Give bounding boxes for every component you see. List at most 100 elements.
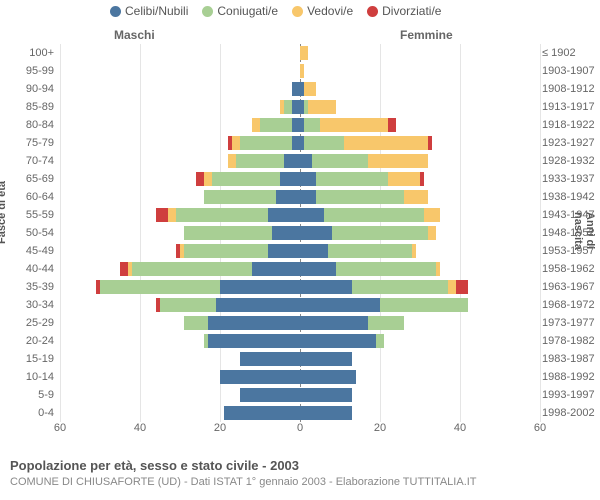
age-label-left: 35-39 xyxy=(12,278,54,296)
table-row xyxy=(60,224,540,242)
bar-seg-male xyxy=(228,154,236,168)
bar-seg-female xyxy=(332,226,428,240)
table-row xyxy=(60,404,540,422)
bar-seg-female xyxy=(352,280,448,294)
bar-seg-female xyxy=(324,208,424,222)
table-row xyxy=(60,260,540,278)
bar-seg-male xyxy=(216,298,300,312)
bar-seg-male xyxy=(276,190,300,204)
birth-label-right: 1993-1997 xyxy=(542,386,600,404)
bar-seg-female xyxy=(300,334,376,348)
bar-seg-male xyxy=(280,172,300,186)
birth-label-right: 1963-1967 xyxy=(542,278,600,296)
birth-label-right: 1978-1982 xyxy=(542,332,600,350)
birth-label-right: 1948-1952 xyxy=(542,224,600,242)
legend-label: Celibi/Nubili xyxy=(125,4,188,18)
bar-seg-female xyxy=(316,190,404,204)
bar-seg-female xyxy=(300,388,352,402)
age-label-left: 100+ xyxy=(12,44,54,62)
legend-item: Coniugati/e xyxy=(202,4,278,18)
bar-seg-female xyxy=(368,154,428,168)
bar-seg-female xyxy=(316,172,388,186)
birth-label-right: 1968-1972 xyxy=(542,296,600,314)
age-label-left: 40-44 xyxy=(12,260,54,278)
x-tick-label: 60 xyxy=(534,422,546,434)
bar-seg-male xyxy=(120,262,128,276)
birth-label-right: 1913-1917 xyxy=(542,98,600,116)
bar-seg-male xyxy=(236,154,284,168)
bar-seg-male xyxy=(96,280,100,294)
bar-seg-male xyxy=(204,172,212,186)
bar-seg-female xyxy=(328,244,412,258)
age-label-left: 0-4 xyxy=(12,404,54,422)
bar-seg-female xyxy=(380,298,468,312)
bar-seg-male xyxy=(268,244,300,258)
bar-seg-male xyxy=(176,208,268,222)
legend: Celibi/Nubili Coniugati/e Vedovi/e Divor… xyxy=(110,0,600,18)
bar-seg-female xyxy=(404,190,428,204)
bar-seg-female xyxy=(304,118,320,132)
bar-seg-male xyxy=(284,100,292,114)
plot-area: Fasce di età Anni di nascita 60402002040… xyxy=(0,44,600,440)
bar-seg-female xyxy=(304,136,344,150)
bar-seg-female xyxy=(436,262,440,276)
birth-label-right: 1933-1937 xyxy=(542,170,600,188)
male-header: Maschi xyxy=(114,28,155,42)
x-tick-label: 20 xyxy=(214,422,226,434)
bar-seg-female xyxy=(312,154,368,168)
legend-dot-coniugati xyxy=(202,6,213,17)
table-row xyxy=(60,332,540,350)
bar-seg-male xyxy=(232,136,240,150)
female-header: Femmine xyxy=(400,28,453,42)
table-row xyxy=(60,170,540,188)
bar-seg-male xyxy=(220,370,300,384)
bar-seg-male xyxy=(260,118,292,132)
birth-label-right: 1918-1922 xyxy=(542,116,600,134)
bar-seg-female xyxy=(448,280,456,294)
bar-seg-female xyxy=(336,262,436,276)
yaxis-left-title: Fasce di età xyxy=(0,181,8,244)
bar-seg-male xyxy=(156,298,160,312)
bar-seg-male xyxy=(280,100,284,114)
age-label-left: 30-34 xyxy=(12,296,54,314)
age-label-left: 65-69 xyxy=(12,170,54,188)
bar-seg-male xyxy=(184,244,268,258)
bar-seg-male xyxy=(156,208,168,222)
grid-line xyxy=(540,44,541,422)
bar-seg-female xyxy=(300,64,304,78)
bar-seg-male xyxy=(268,208,300,222)
x-tick-label: 20 xyxy=(374,422,386,434)
birth-label-right: ≤ 1902 xyxy=(542,44,600,62)
birth-label-right: 1903-1907 xyxy=(542,62,600,80)
bar-seg-male xyxy=(292,100,300,114)
table-row xyxy=(60,134,540,152)
bar-seg-male xyxy=(100,280,220,294)
table-row xyxy=(60,278,540,296)
bar-seg-male xyxy=(160,298,216,312)
bar-seg-female xyxy=(300,352,352,366)
x-tick-label: 60 xyxy=(54,422,66,434)
bar-seg-male xyxy=(292,118,300,132)
birth-label-right: 1973-1977 xyxy=(542,314,600,332)
table-row xyxy=(60,62,540,80)
bar-seg-male xyxy=(180,244,184,258)
bar-seg-female xyxy=(320,118,388,132)
bar-seg-female xyxy=(300,406,352,420)
legend-dot-divorziati xyxy=(367,6,378,17)
age-label-left: 20-24 xyxy=(12,332,54,350)
footer-sub: COMUNE DI CHIUSAFORTE (UD) - Dati ISTAT … xyxy=(10,476,477,488)
bar-seg-male xyxy=(272,226,300,240)
x-tick-label: 0 xyxy=(297,422,303,434)
bar-seg-male xyxy=(196,172,204,186)
age-label-left: 55-59 xyxy=(12,206,54,224)
age-label-left: 60-64 xyxy=(12,188,54,206)
birth-label-right: 1943-1947 xyxy=(542,206,600,224)
table-row xyxy=(60,80,540,98)
table-row xyxy=(60,242,540,260)
bar-seg-male xyxy=(184,316,208,330)
birth-label-right: 1923-1927 xyxy=(542,134,600,152)
age-label-left: 95-99 xyxy=(12,62,54,80)
legend-label: Coniugati/e xyxy=(217,4,278,18)
bar-seg-male xyxy=(132,262,252,276)
age-label-left: 10-14 xyxy=(12,368,54,386)
